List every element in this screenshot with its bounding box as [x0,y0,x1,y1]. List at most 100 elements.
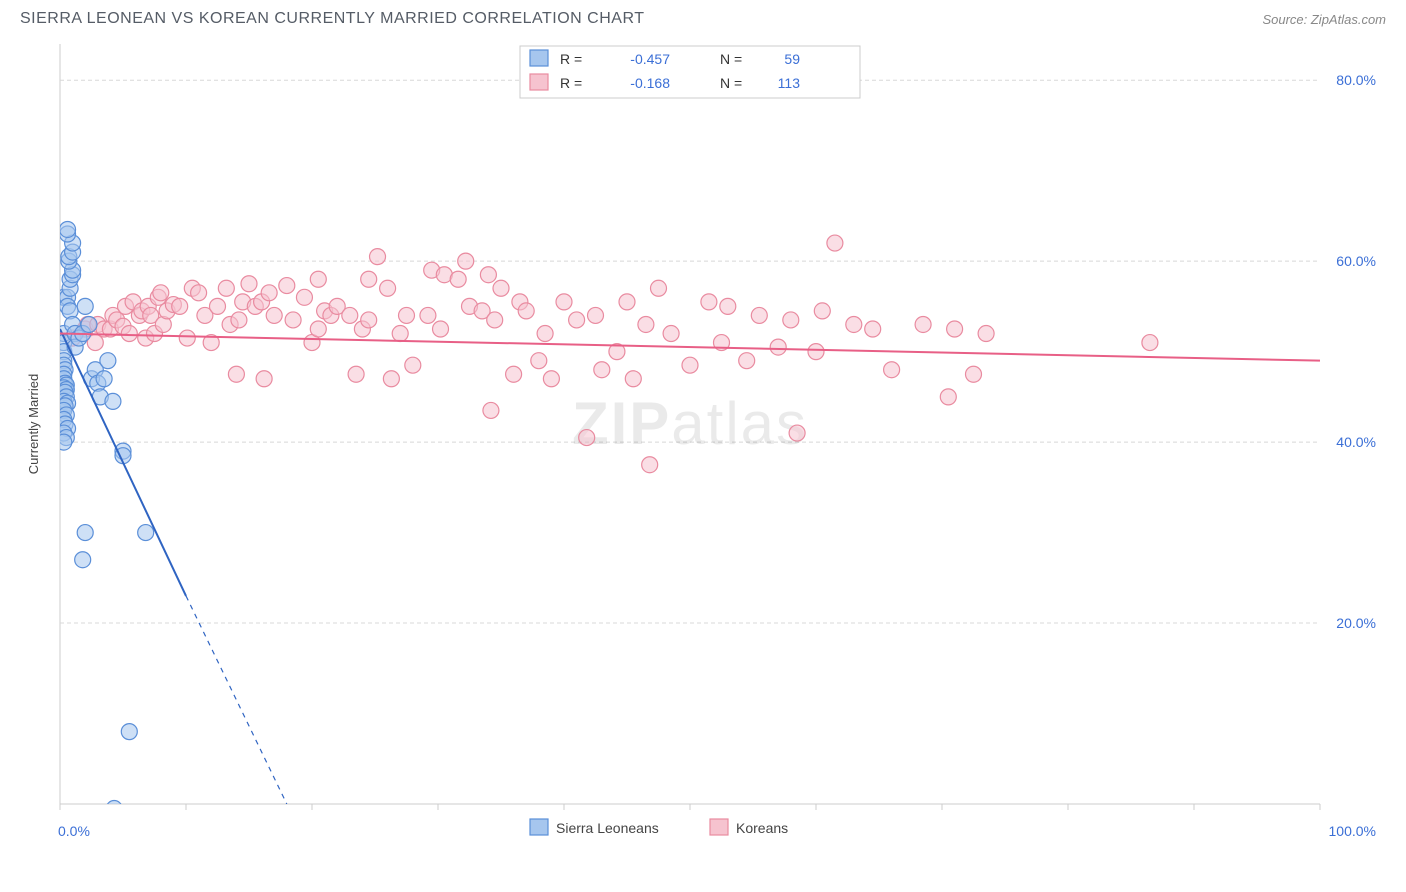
data-point [588,307,604,323]
data-point [380,280,396,296]
data-point [770,339,786,355]
bottom-legend-swatch [710,819,728,835]
legend-r-value: -0.457 [630,51,670,67]
data-point [783,312,799,328]
data-point [296,289,312,305]
data-point [915,316,931,332]
data-point [493,280,509,296]
data-point [218,280,234,296]
data-point [383,371,399,387]
chart-area: 20.0%40.0%60.0%80.0%ZIPatlasCurrently Ma… [20,34,1386,854]
data-point [310,321,326,337]
legend-swatch [530,74,548,90]
data-point [121,724,137,740]
y-tick-label: 20.0% [1336,615,1376,631]
data-point [285,312,301,328]
data-point [663,326,679,342]
data-point [966,366,982,382]
data-point [518,303,534,319]
data-point [579,430,595,446]
data-point [638,316,654,332]
y-tick-label: 60.0% [1336,253,1376,269]
data-point [256,371,272,387]
data-point [651,280,667,296]
data-point [310,271,326,287]
data-point [531,353,547,369]
bottom-legend-swatch [530,819,548,835]
regression-line-a [60,329,287,804]
x-axis-max-label: 100.0% [1329,823,1376,839]
data-point [241,276,257,292]
legend-swatch [530,50,548,66]
correlation-scatter-chart: 20.0%40.0%60.0%80.0%ZIPatlasCurrently Ma… [20,34,1386,854]
data-point [96,371,112,387]
data-point [191,285,207,301]
data-point [361,271,377,287]
watermark: ZIPatlas [572,390,808,457]
data-point [808,344,824,360]
data-point [556,294,572,310]
data-point [138,525,154,541]
data-point [420,307,436,323]
data-point [348,366,364,382]
data-point [153,285,169,301]
y-tick-label: 80.0% [1336,72,1376,88]
data-point [450,271,466,287]
data-point [279,278,295,294]
data-point [342,307,358,323]
data-point [814,303,830,319]
data-point [231,312,247,328]
data-point [261,285,277,301]
data-point [266,307,282,323]
legend-n-label: N = [720,51,742,67]
data-point [619,294,635,310]
data-point [480,267,496,283]
data-point [405,357,421,373]
data-point [433,321,449,337]
data-point [947,321,963,337]
legend-n-value: 59 [784,51,800,67]
data-point [506,366,522,382]
data-point [361,312,377,328]
data-point [458,253,474,269]
data-point [399,307,415,323]
data-point [846,316,862,332]
data-point [701,294,717,310]
data-point [75,552,91,568]
data-point [172,298,188,314]
data-point [865,321,881,337]
data-point [739,353,755,369]
data-point [978,326,994,342]
data-point [569,312,585,328]
data-point [121,326,137,342]
data-point [625,371,641,387]
source-attribution: Source: ZipAtlas.com [1262,12,1386,27]
data-point [81,316,97,332]
x-axis-min-label: 0.0% [58,823,90,839]
data-point [106,801,122,817]
data-point [483,402,499,418]
data-point [642,457,658,473]
data-point [77,298,93,314]
data-point [60,221,76,237]
data-point [537,326,553,342]
data-point [682,357,698,373]
data-point [105,393,121,409]
data-point [100,353,116,369]
legend-r-label: R = [560,75,582,91]
data-point [179,330,195,346]
bottom-legend-label: Koreans [736,820,788,836]
data-point [210,298,226,314]
legend-n-label: N = [720,75,742,91]
bottom-legend-label: Sierra Leoneans [556,820,659,836]
data-point [789,425,805,441]
data-point [228,366,244,382]
data-point [940,389,956,405]
data-point [884,362,900,378]
data-point [543,371,559,387]
data-point [487,312,503,328]
chart-title: SIERRA LEONEAN VS KOREAN CURRENTLY MARRI… [20,10,644,28]
data-point [370,249,386,265]
legend-r-value: -0.168 [630,75,670,91]
data-point [56,434,72,450]
